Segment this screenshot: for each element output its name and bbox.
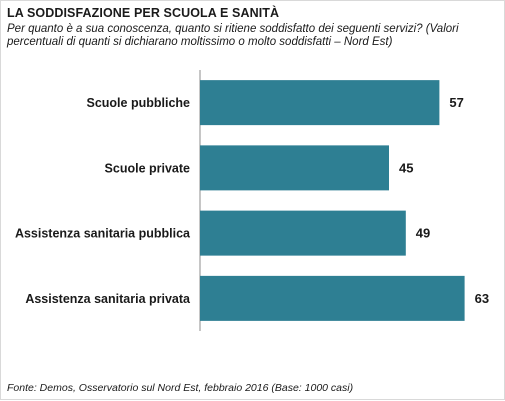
bar (200, 80, 440, 126)
category-label: Scuole private (105, 161, 190, 175)
data-label: 63 (475, 291, 489, 306)
category-label: Assistenza sanitaria privata (25, 292, 191, 306)
category-label: Scuole pubbliche (87, 96, 191, 110)
bar (200, 275, 465, 321)
bar (200, 210, 406, 256)
data-label: 57 (449, 95, 463, 110)
source-note: Fonte: Demos, Osservatorio sul Nord Est,… (7, 382, 354, 394)
data-label: 45 (399, 160, 413, 175)
category-label: Assistenza sanitaria pubblica (15, 227, 191, 241)
chart-subtitle: Per quanto è a sua conoscenza, quanto si… (7, 23, 459, 48)
bar (200, 145, 389, 191)
data-label: 49 (416, 226, 430, 241)
chart-title: LA SODDISFAZIONE PER SCUOLA E SANITÀ (7, 6, 280, 20)
